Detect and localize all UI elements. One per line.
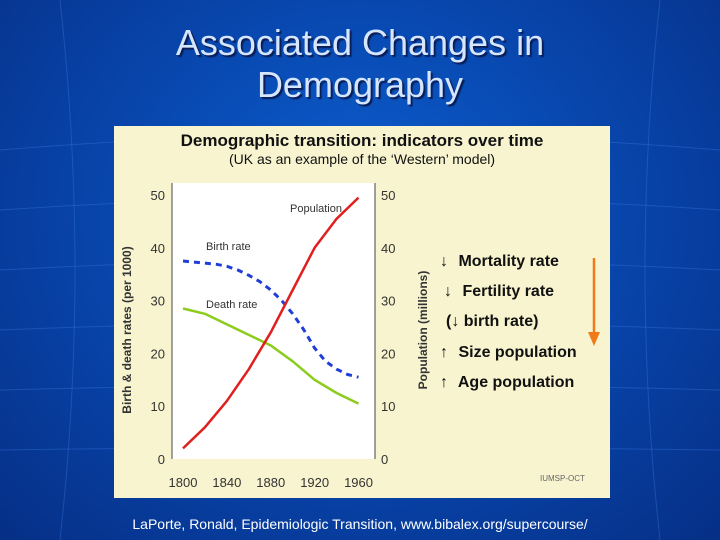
- y-left-tick-label: 10: [151, 399, 165, 414]
- series-label-death-rate: Death rate: [206, 299, 257, 311]
- x-tick-label: 1920: [300, 475, 329, 490]
- up-arrow-icon: ↑: [440, 344, 448, 361]
- y-left-tick-label: 40: [151, 241, 165, 256]
- x-tick-label: 1840: [212, 475, 241, 490]
- x-tick-label: 1880: [256, 475, 285, 490]
- y-left-tick-label: 0: [158, 452, 165, 467]
- y-right-tick-label: 10: [381, 399, 395, 414]
- up-arrow-icon: ↑: [440, 374, 448, 391]
- indicator-age-population: ↑ Age population: [440, 374, 574, 392]
- source-credit: LaPorte, Ronald, Epidemiologic Transitio…: [132, 516, 588, 532]
- series-line-population: [182, 196, 360, 450]
- down-arrow-icon: (↓: [446, 313, 460, 330]
- y-right-tick-label: 0: [381, 452, 388, 467]
- y-left-tick-label: 30: [151, 294, 165, 309]
- down-arrow-icon: ↓: [440, 253, 448, 270]
- series-line-death-rate: [182, 307, 360, 405]
- chart-subtitle: (UK as an example of the ‘Western’ model…: [228, 151, 496, 167]
- y-right-tick-label: 30: [381, 294, 395, 309]
- orange-down-arrow-icon: [588, 258, 600, 346]
- indicator-size-population: ↑ Size population: [440, 344, 577, 362]
- slide-title: Associated Changes in Demography: [0, 22, 720, 106]
- indicator-label: Age population: [457, 374, 575, 391]
- slide-title-line2: Demography: [256, 64, 464, 105]
- down-arrow-icon: ↓: [444, 283, 452, 300]
- chart-title: Demographic transition: indicators over …: [180, 131, 544, 150]
- indicator-label: Mortality rate: [458, 253, 559, 270]
- indicator-label: Fertility rate: [462, 283, 555, 300]
- y-left-tick-label: 50: [151, 188, 165, 203]
- series-label-birth-rate: Birth rate: [206, 241, 251, 253]
- plot-area: [172, 183, 375, 459]
- y-right-tick-label: 50: [381, 188, 395, 203]
- y-left-axis-title: Birth & death rates (per 1000): [120, 246, 134, 413]
- indicator-birth-rate: (↓ birth rate): [446, 313, 538, 331]
- slide-title-line1: Associated Changes in: [175, 22, 545, 63]
- series-line-birth-rate: [182, 259, 359, 379]
- y-right-tick-label: 40: [381, 241, 395, 256]
- y-left-tick-label: 20: [151, 346, 165, 361]
- indicator-fertility: ↓ Fertility rate: [444, 283, 554, 301]
- x-tick-label: 1800: [169, 475, 198, 490]
- y-right-axis-title: Population (millions): [416, 271, 430, 390]
- y-right-tick-label: 20: [381, 346, 395, 361]
- indicator-label: birth rate): [463, 313, 539, 330]
- chart-watermark: IUMSP-OCT: [540, 474, 585, 483]
- series-label-population: Population: [290, 203, 342, 215]
- indicator-mortality: ↓ Mortality rate: [440, 253, 559, 271]
- indicator-label: Size population: [458, 344, 577, 361]
- x-tick-label: 1960: [344, 475, 373, 490]
